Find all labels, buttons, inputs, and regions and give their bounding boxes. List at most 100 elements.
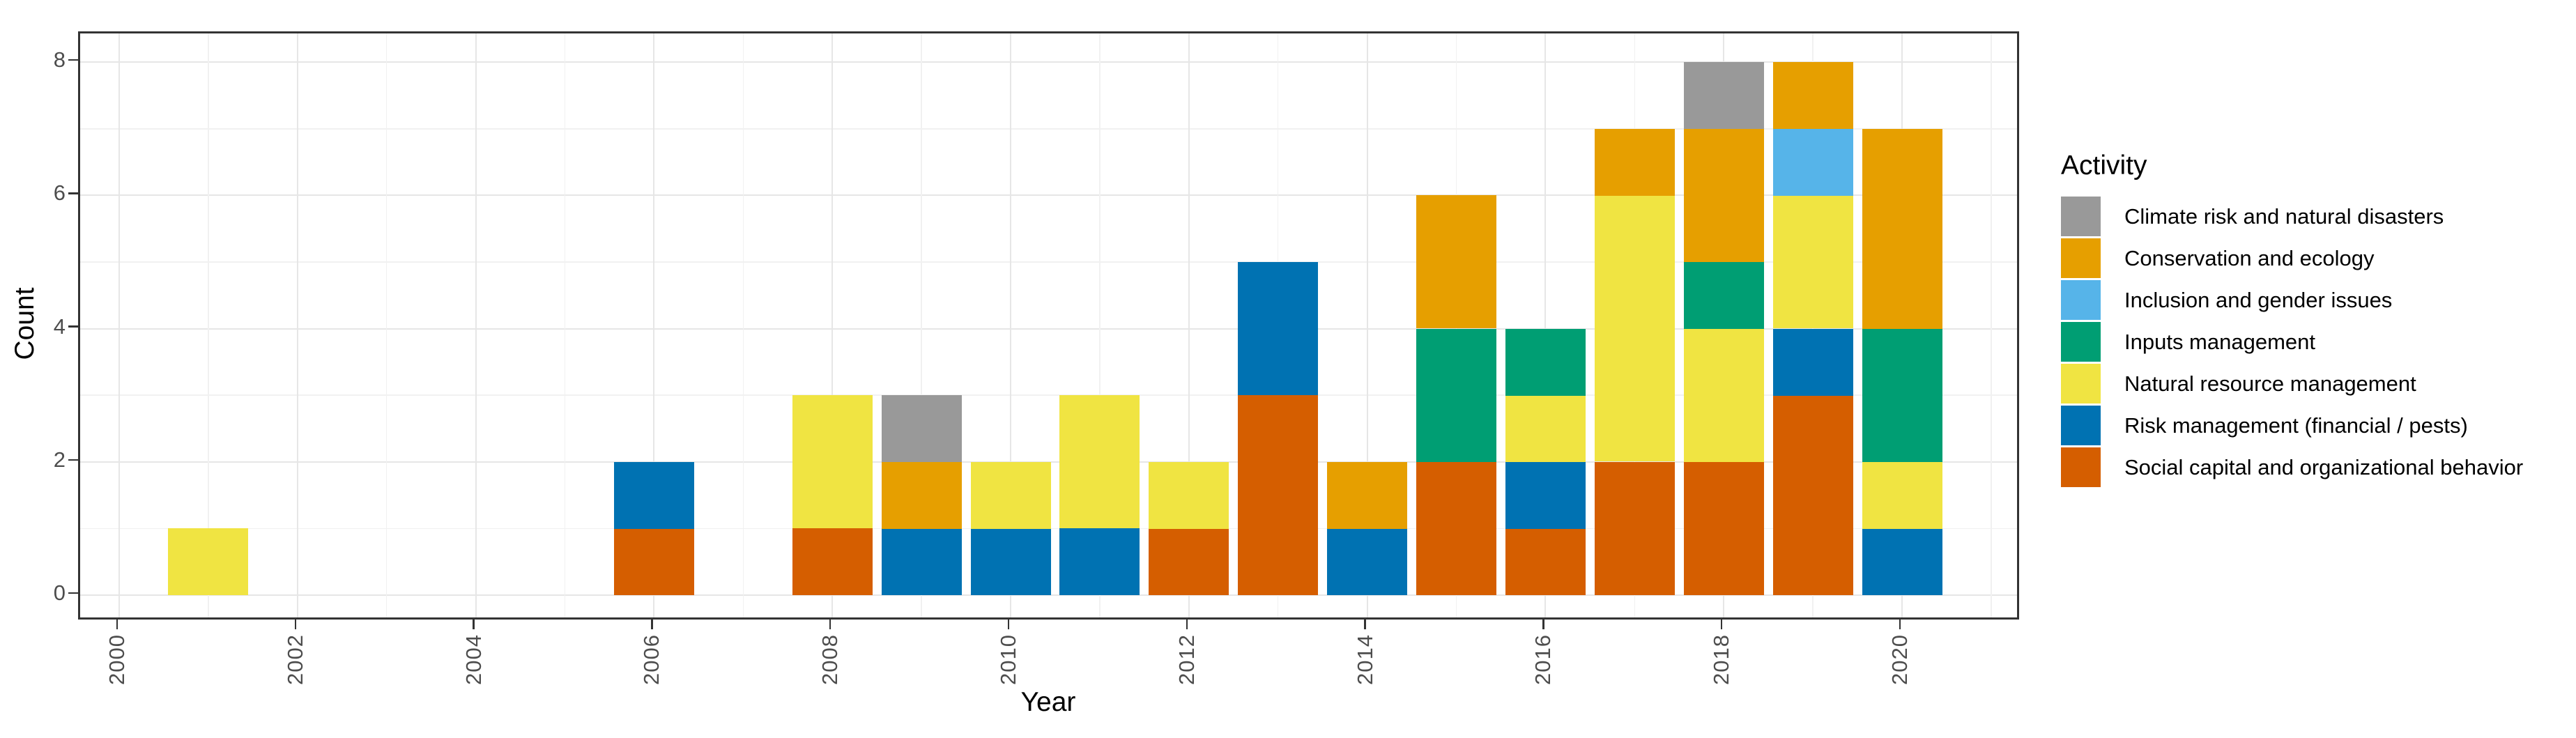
x-tick-label: 2006 [639, 634, 664, 689]
bar-segment [1505, 462, 1586, 529]
bar-segment [971, 528, 1051, 595]
legend-item: Climate risk and natural disasters [2061, 197, 2444, 236]
bar-segment [1773, 395, 1853, 595]
bar-segment [1773, 195, 1853, 328]
bar-segment [971, 462, 1051, 529]
x-tick-label: 2018 [1709, 634, 1734, 689]
bar-segment [1238, 262, 1318, 395]
bar-segment [882, 395, 962, 462]
bar-segment [1416, 195, 1496, 328]
bar-segment [882, 528, 962, 595]
x-tick [1007, 620, 1010, 629]
x-tick [1186, 620, 1188, 629]
legend-label: Climate risk and natural disasters [2124, 204, 2444, 229]
x-tick [473, 620, 475, 629]
bar-segment [1684, 262, 1764, 329]
x-tick-label-text: 2018 [1709, 634, 1734, 685]
bar-segment [1505, 395, 1586, 462]
bar-segment [1862, 329, 1942, 462]
bar-segment [1773, 129, 1853, 196]
x-tick-label-text: 2000 [105, 634, 129, 685]
grid-major-v [653, 33, 655, 617]
legend-title: Activity [2061, 151, 2147, 180]
legend-item: Inclusion and gender issues [2061, 280, 2392, 320]
bar-segment [1327, 462, 1407, 529]
bar-segment [1416, 329, 1496, 462]
legend: Activity Climate risk and natural disast… [2061, 151, 2523, 489]
legend-swatch [2061, 364, 2101, 403]
grid-major-v [831, 33, 834, 617]
y-tick [68, 192, 78, 194]
grid-major-h [80, 594, 2017, 596]
x-tick-label: 2016 [1531, 634, 1556, 689]
grid-major-h [80, 61, 2017, 63]
x-tick-label: 2002 [283, 634, 308, 689]
legend-item: Risk management (financial / pests) [2061, 406, 2468, 445]
legend-swatch [2061, 280, 2101, 320]
grid-minor-v [1991, 33, 1992, 617]
grid-major-v [1544, 33, 1547, 617]
x-tick-label: 2000 [105, 634, 130, 689]
grid-major-v [1188, 33, 1190, 617]
grid-major-v [475, 33, 477, 617]
plot-panel [78, 31, 2019, 620]
x-axis-title: Year [1020, 687, 1076, 717]
x-tick-label-text: 2010 [996, 634, 1020, 685]
bar-segment [1862, 528, 1942, 595]
bar-segment [1505, 329, 1586, 396]
x-tick [116, 620, 118, 629]
grid-major-h [80, 328, 2017, 330]
x-tick-label-text: 2002 [282, 634, 307, 685]
bar-segment [1505, 528, 1586, 595]
bar-segment [1059, 528, 1140, 595]
legend-swatch [2061, 197, 2101, 236]
legend-item: Natural resource management [2061, 364, 2416, 403]
y-tick-label: 4 [53, 314, 66, 339]
y-tick-label: 8 [53, 47, 66, 72]
x-tick-label: 2004 [461, 634, 486, 689]
bar-segment [1773, 62, 1853, 129]
x-tick-label: 2012 [1174, 634, 1199, 689]
legend-label: Inputs management [2124, 330, 2316, 354]
x-tick [1542, 620, 1544, 629]
x-tick [294, 620, 297, 629]
legend-swatch [2061, 406, 2101, 445]
grid-minor-v [742, 33, 744, 617]
bar-segment [1862, 462, 1942, 529]
legend-item: Inputs management [2061, 322, 2315, 362]
bar-segment [614, 462, 694, 529]
legend-swatch [2061, 322, 2101, 362]
y-tick-label: 2 [53, 447, 66, 472]
y-tick [68, 459, 78, 461]
grid-minor-v [921, 33, 922, 617]
grid-minor-h [80, 394, 2017, 396]
x-tick-label-text: 2012 [1174, 634, 1199, 685]
grid-minor-v [208, 33, 209, 617]
legend-item: Conservation and ecology [2061, 238, 2374, 278]
x-tick-label: 2008 [818, 634, 843, 689]
grid-major-v [1010, 33, 1011, 617]
x-tick-label-text: 2006 [639, 634, 664, 685]
x-tick-label-text: 2014 [1352, 634, 1377, 685]
bar-segment [614, 528, 694, 595]
x-tick-label-text: 2004 [461, 634, 486, 685]
bar-segment [1595, 129, 1675, 196]
legend-label: Social capital and organizational behavi… [2124, 455, 2524, 479]
x-tick-label-text: 2008 [818, 634, 843, 685]
y-tick [68, 325, 78, 328]
grid-major-v [118, 33, 120, 617]
bar-segment [1684, 129, 1764, 262]
x-tick [1364, 620, 1366, 629]
legend-item: Social capital and organizational behavi… [2061, 447, 2523, 487]
grid-major-h [80, 461, 2017, 463]
x-tick-label-text: 2020 [1887, 634, 1912, 685]
bar-segment [1595, 195, 1675, 461]
bar-segment [882, 462, 962, 529]
x-tick-label-text: 2016 [1531, 634, 1556, 685]
bar-segment [1595, 462, 1675, 595]
grid-major-h [80, 194, 2017, 197]
bar-segment [1773, 329, 1853, 396]
grid-minor-v [1099, 33, 1101, 617]
y-tick [68, 592, 78, 594]
